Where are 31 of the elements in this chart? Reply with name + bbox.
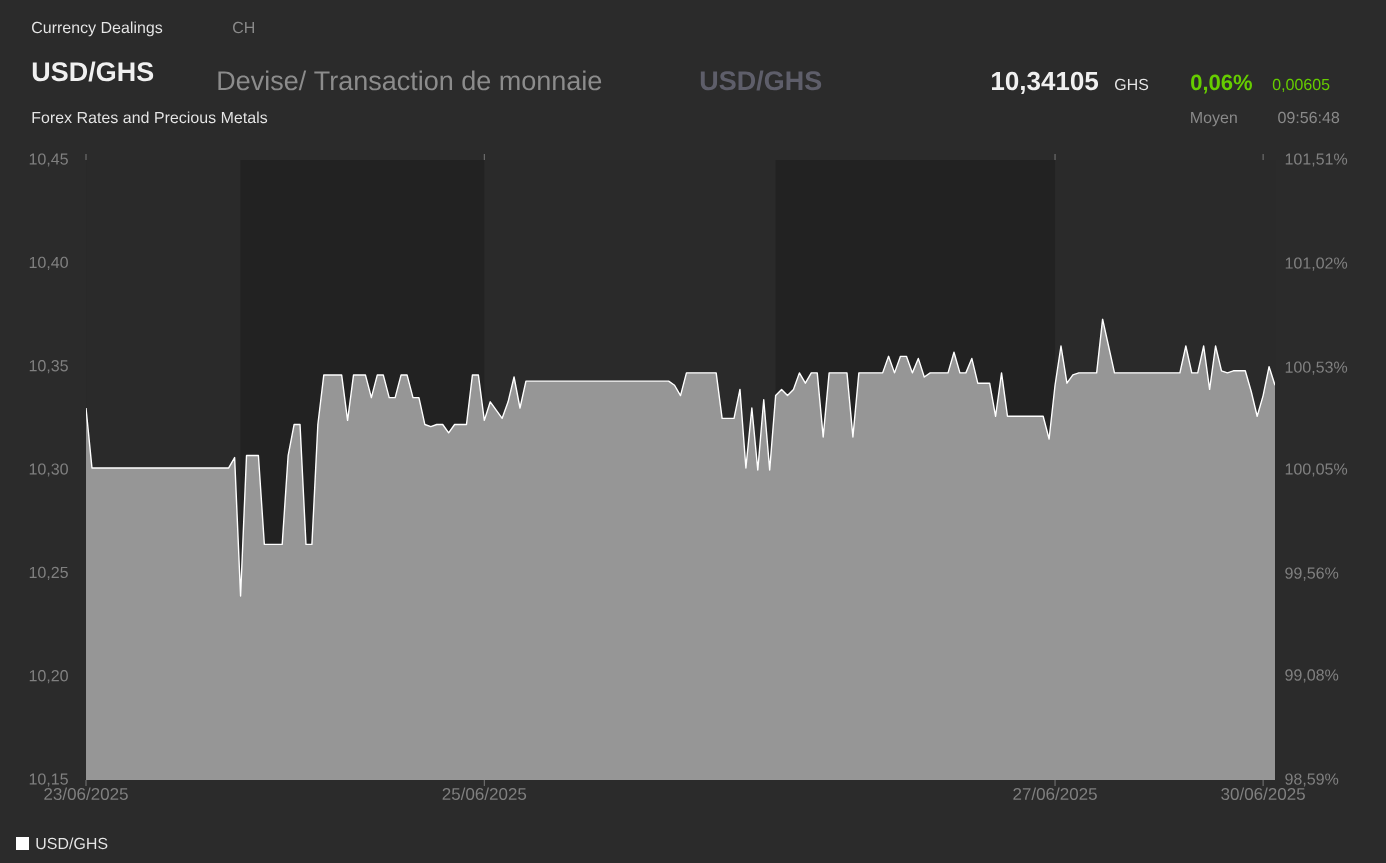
y2-tick-label: 98,59% [1285, 773, 1339, 787]
y2-tick-label: 99,56% [1285, 567, 1339, 581]
x-tick-label: 30/06/2025 [1221, 787, 1305, 801]
y-tick-label: 10,30 [29, 463, 68, 477]
text: USD/GHS [700, 70, 822, 91]
y2-tick-label: 101,51% [1285, 153, 1348, 167]
y-tick-label: 10,25 [29, 566, 68, 580]
y2-tick-label: 100,53% [1285, 361, 1348, 375]
y2-tick-label: 101,02% [1285, 257, 1348, 271]
text: 0,00605 [1272, 78, 1330, 93]
text: Moyen [1191, 111, 1237, 127]
x-tick-label: 25/06/2025 [442, 787, 527, 801]
chart-subtitle: Devise/ Transaction de monnaie [218, 70, 602, 91]
text: 0,06% [1191, 74, 1252, 94]
text: CH [233, 21, 254, 34]
y-tick-label: 10,45 [29, 153, 68, 167]
y-tick-label: 10,20 [29, 670, 68, 684]
text: 09:56:48 [1278, 111, 1340, 124]
text: Currency Dealings [32, 21, 163, 37]
legend-label: USD/GHS [36, 837, 108, 850]
y2-tick-label: 100,05% [1285, 463, 1348, 477]
text: 10,34105 [992, 71, 1099, 95]
text: Forex Rates and Precious Metals [32, 111, 268, 124]
y2-tick-label: 99,08% [1285, 669, 1339, 683]
x-tick-label: 23/06/2025 [44, 787, 128, 801]
y-tick-label: 10,35 [29, 360, 68, 374]
x-tick-label: 27/06/2025 [1013, 787, 1097, 801]
y-tick-label: 10,40 [29, 256, 68, 270]
chart-title: USD/GHS [32, 61, 154, 82]
y-tick-label: 10,15 [29, 773, 68, 787]
text: GHS [1115, 78, 1149, 91]
